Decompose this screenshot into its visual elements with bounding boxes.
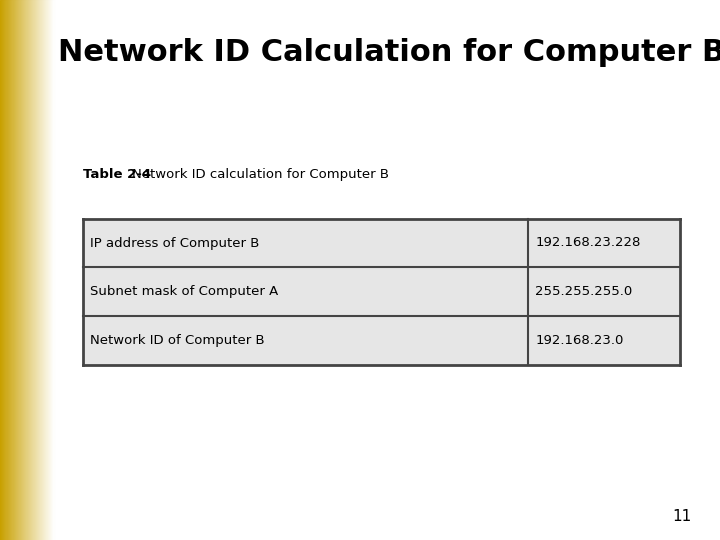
Text: Network ID Calculation for Computer B: Network ID Calculation for Computer B <box>58 38 720 67</box>
Bar <box>83 219 680 267</box>
Bar <box>83 267 680 316</box>
Text: 192.168.23.228: 192.168.23.228 <box>535 237 641 249</box>
Text: IP address of Computer B: IP address of Computer B <box>90 237 259 249</box>
Text: Network ID of Computer B: Network ID of Computer B <box>90 334 265 347</box>
Bar <box>83 316 680 364</box>
Text: Network ID calculation for Computer B: Network ID calculation for Computer B <box>132 168 389 181</box>
Text: Subnet mask of Computer A: Subnet mask of Computer A <box>90 285 278 298</box>
Text: Table 2-4: Table 2-4 <box>83 168 151 181</box>
Text: 192.168.23.0: 192.168.23.0 <box>535 334 624 347</box>
Text: 11: 11 <box>672 509 691 524</box>
Text: 255.255.255.0: 255.255.255.0 <box>535 285 632 298</box>
